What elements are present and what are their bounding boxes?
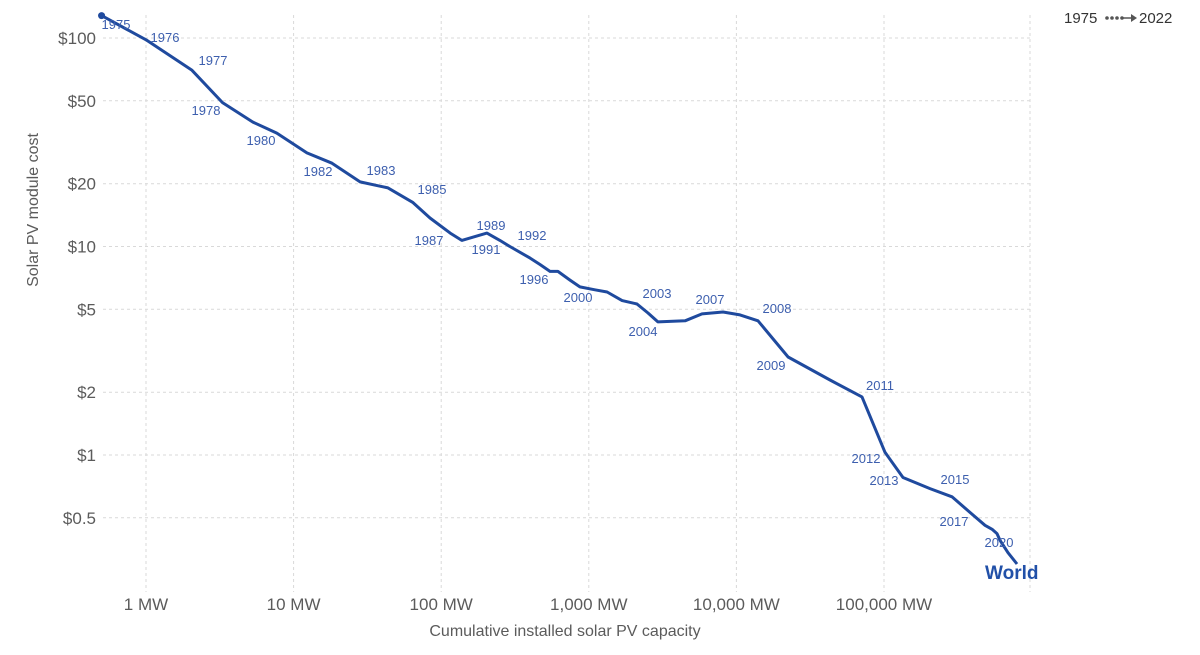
time-legend[interactable]: 1975 2022 (1064, 10, 1172, 27)
y-tick-label: $1 (77, 446, 96, 465)
data-point-1996[interactable] (564, 274, 576, 286)
data-point-1979[interactable] (247, 116, 259, 128)
year-label-1996: 1996 (520, 272, 549, 287)
year-label-1982: 1982 (304, 164, 333, 179)
legend-end-year: 2022 (1139, 10, 1172, 27)
legend-start-year: 1975 (1064, 10, 1097, 27)
data-point-2012[interactable] (879, 446, 891, 458)
x-tick-label: 1,000 MW (550, 595, 627, 614)
year-label-2003: 2003 (643, 286, 672, 301)
year-label-2009: 2009 (757, 358, 786, 373)
data-point-2013[interactable] (897, 471, 909, 483)
x-tick-label: 100,000 MW (836, 595, 932, 614)
year-label-2013: 2013 (870, 473, 899, 488)
x-tick-label: 100 MW (410, 595, 473, 614)
data-point-1991[interactable] (504, 241, 516, 253)
series-line[interactable] (100, 14, 1019, 565)
year-label-1989: 1989 (477, 218, 506, 233)
grid (103, 15, 1031, 592)
y-axis-title: Solar PV module cost (25, 133, 42, 287)
year-label-1976: 1976 (151, 30, 180, 45)
data-point-1988[interactable] (456, 234, 468, 246)
data-point-1995[interactable] (552, 265, 564, 277)
start-marker[interactable] (98, 12, 106, 20)
data-point-2015[interactable] (946, 491, 958, 503)
data-point-1983[interactable] (354, 176, 366, 188)
data-point-2005[interactable] (696, 308, 708, 320)
year-label-1983: 1983 (367, 163, 396, 178)
data-point-2014[interactable] (924, 483, 936, 495)
data-point-2000[interactable] (616, 295, 628, 307)
year-label-1980: 1980 (247, 133, 276, 148)
data-point-1981[interactable] (301, 147, 313, 159)
data-point-2001[interactable] (631, 298, 643, 310)
year-label-2011: 2011 (866, 378, 894, 393)
data-point-1985[interactable] (407, 196, 419, 208)
year-label-2004: 2004 (629, 324, 658, 339)
year-label-1985: 1985 (418, 182, 447, 197)
year-label-2015: 2015 (941, 472, 970, 487)
series-world[interactable] (96, 10, 1023, 570)
data-point-2007[interactable] (734, 309, 746, 321)
year-label-2017: 2017 (940, 514, 969, 529)
legend-dot (1110, 16, 1114, 20)
data-point-1999[interactable] (601, 286, 613, 298)
y-tick-label: $50 (68, 92, 96, 111)
year-label-2008: 2008 (763, 301, 792, 316)
legend-dot (1115, 16, 1119, 20)
series-name-world[interactable]: World (985, 563, 1038, 584)
year-label-1987: 1987 (415, 233, 444, 248)
data-point-1993[interactable] (534, 258, 546, 270)
year-label-2020: 2020 (985, 535, 1014, 550)
year-label-1977: 1977 (199, 53, 228, 68)
data-point-2002[interactable] (642, 307, 654, 319)
dotted-arrow-icon (1105, 14, 1137, 22)
legend-arrow-head (1131, 14, 1137, 22)
data-point-2004[interactable] (679, 315, 691, 327)
y-tick-label: $20 (68, 175, 96, 194)
y-tick-label: $0.5 (63, 509, 96, 528)
data-point-1992[interactable] (524, 252, 536, 264)
y-tick-label: $10 (68, 238, 96, 257)
data-point-2006[interactable] (717, 306, 729, 318)
y-tick-label: $5 (77, 300, 96, 319)
year-label-1992: 1992 (518, 228, 547, 243)
y-axis-ticks: $100 $50 $20 $10 $5 $2 $1 $0.5 (58, 29, 96, 528)
legend-dot (1105, 16, 1109, 20)
y-tick-label: $2 (77, 383, 96, 402)
x-tick-label: 1 MW (124, 595, 168, 614)
data-point-1986[interactable] (424, 212, 436, 224)
data-point-1984[interactable] (382, 182, 394, 194)
data-point-1987[interactable] (444, 227, 456, 239)
year-label-2000: 2000 (564, 290, 593, 305)
x-tick-label: 10,000 MW (693, 595, 780, 614)
year-label-1975: 1975 (102, 17, 131, 32)
year-label-2007: 2007 (696, 292, 725, 307)
x-tick-label: 10 MW (267, 595, 321, 614)
year-labels: 1975 1976 1977 1978 1980 1982 1983 1985 1987 1989… (102, 17, 1014, 550)
data-point-2010[interactable] (824, 374, 836, 386)
y-tick-label: $100 (58, 29, 96, 48)
data-point-1977[interactable] (186, 64, 198, 76)
year-label-1978: 1978 (192, 103, 221, 118)
year-label-1991: 1991 (472, 242, 501, 257)
x-axis-title: Cumulative installed solar PV capacity (429, 623, 700, 640)
x-axis-ticks: 1 MW 10 MW 100 MW 1,000 MW 10,000 MW 100,000 … (124, 595, 932, 614)
data-point-2008[interactable] (752, 315, 764, 327)
year-label-2012: 2012 (852, 451, 881, 466)
